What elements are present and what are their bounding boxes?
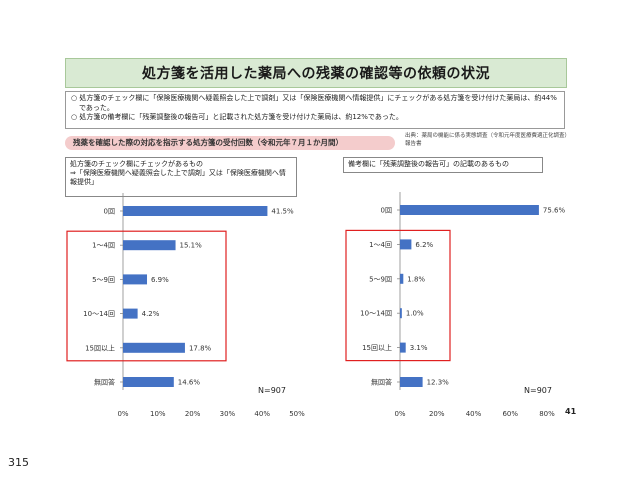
- data-label: 75.6%: [543, 207, 566, 215]
- bar: [400, 377, 423, 387]
- data-label: 3.1%: [410, 344, 428, 352]
- category-label: 5〜9回: [92, 276, 115, 284]
- x-tick-label: 20%: [429, 410, 445, 418]
- category-label: 無回答: [94, 378, 115, 387]
- x-tick-label: 50%: [289, 410, 305, 418]
- data-label: 4.2%: [142, 310, 160, 318]
- data-label: 15.1%: [180, 242, 203, 250]
- bar: [123, 240, 176, 251]
- bar: [400, 273, 404, 284]
- x-tick-label: 40%: [254, 410, 270, 418]
- slide-title: 処方箋を活用した薬局への残薬の確認等の依頼の状況: [65, 58, 567, 88]
- chart-subheading: 残薬を確認した際の対応を指示する処方箋の受付回数（令和元年７月１か月間）: [65, 136, 395, 150]
- category-label: 10〜14回: [83, 310, 115, 318]
- x-tick-label: 20%: [185, 410, 201, 418]
- category-label: 無回答: [371, 378, 392, 387]
- data-label: 14.6%: [178, 379, 201, 387]
- bar: [123, 274, 148, 285]
- category-label: 0回: [381, 207, 392, 215]
- n-label: N=907: [524, 386, 552, 395]
- summary-bullets: ○ 処方箋のチェック欄に「保険医療機関へ疑義照会した上で調剤」又は「保険医療機関…: [65, 91, 565, 129]
- source-note: 出典：薬局の機能に係る実態調査（令和元年度医療費適正化調査） 報告書: [405, 133, 573, 147]
- n-label: N=907: [258, 386, 286, 395]
- slide: 処方箋を活用した薬局への残薬の確認等の依頼の状況 ○ 処方箋のチェック欄に「保険…: [55, 55, 585, 425]
- category-label: 10〜14回: [360, 310, 392, 318]
- data-label: 1.0%: [406, 310, 424, 318]
- category-label: 1〜4回: [369, 241, 392, 249]
- bullet-2: ○ 処方箋の備考欄に「残薬調整後の報告可」と記載された処方箋を受け付けた薬局は、…: [71, 113, 403, 121]
- highlight-box: [345, 229, 451, 362]
- data-label: 12.3%: [427, 379, 450, 387]
- data-label: 6.2%: [415, 241, 433, 249]
- data-label: 41.5%: [271, 208, 294, 216]
- data-label: 6.9%: [151, 276, 169, 284]
- x-tick-label: 40%: [466, 410, 482, 418]
- category-label: 1〜4回: [92, 242, 115, 250]
- right-panel-label: 備考欄に「残薬調整後の報告可」の記載のあるもの: [343, 157, 543, 173]
- category-label: 5〜9回: [369, 275, 392, 283]
- bar: [400, 308, 402, 319]
- data-label: 17.8%: [189, 344, 212, 352]
- bar: [400, 205, 539, 215]
- bar: [123, 308, 138, 319]
- bullet-1: ○ 処方箋のチェック欄に「保険医療機関へ疑義照会した上で調剤」又は「保険医療機関…: [71, 94, 557, 112]
- left-panel-label: 処方箋のチェック欄にチェックがあるもの ⇒「保険医療機関へ疑義照会した上で調剤」…: [65, 157, 297, 197]
- category-label: 0回: [104, 208, 115, 216]
- footer-number: 315: [8, 456, 29, 469]
- x-tick-label: 0%: [117, 410, 128, 418]
- bar: [123, 377, 174, 387]
- x-tick-label: 80%: [539, 410, 555, 418]
- bar: [123, 206, 268, 216]
- x-tick-label: 30%: [220, 410, 236, 418]
- x-tick-label: 0%: [394, 410, 405, 418]
- x-tick-label: 10%: [150, 410, 166, 418]
- bar: [400, 342, 406, 353]
- category-label: 15回以上: [85, 343, 115, 352]
- page-number: 41: [565, 407, 577, 416]
- bar: [400, 239, 412, 250]
- bar: [123, 342, 185, 353]
- highlight-box: [66, 230, 227, 362]
- category-label: 15回以上: [362, 343, 392, 352]
- data-label: 1.8%: [407, 275, 425, 283]
- x-tick-label: 60%: [502, 410, 518, 418]
